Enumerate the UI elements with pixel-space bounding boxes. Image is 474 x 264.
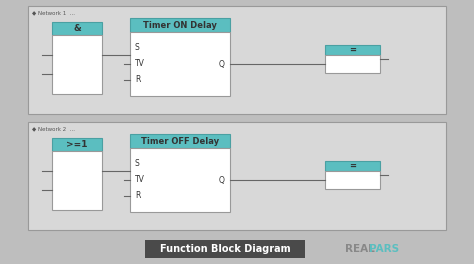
Bar: [130, 148, 230, 212]
Text: R: R: [135, 76, 140, 84]
Bar: [325, 55, 380, 73]
Text: S: S: [135, 159, 140, 168]
Text: REAL: REAL: [345, 244, 375, 254]
Text: ◆ Network 2  ...: ◆ Network 2 ...: [32, 126, 75, 131]
Bar: [28, 6, 446, 114]
Bar: [130, 18, 230, 32]
Text: =: =: [349, 162, 356, 171]
Text: Q: Q: [219, 59, 225, 68]
Bar: [52, 151, 102, 210]
Bar: [130, 32, 230, 96]
Text: S: S: [135, 44, 140, 53]
Text: >=1: >=1: [66, 140, 88, 149]
Bar: [325, 161, 380, 171]
Bar: [52, 35, 102, 94]
Bar: [52, 22, 102, 35]
Bar: [130, 134, 230, 148]
Text: Q: Q: [219, 176, 225, 185]
Text: =: =: [349, 45, 356, 54]
Bar: [325, 171, 380, 189]
Text: Timer ON Delay: Timer ON Delay: [143, 21, 217, 30]
Text: ◆ Network 1  ...: ◆ Network 1 ...: [32, 10, 75, 15]
Text: Function Block Diagram: Function Block Diagram: [160, 244, 290, 254]
Bar: [325, 45, 380, 55]
Text: TV: TV: [135, 59, 145, 68]
Bar: [145, 240, 305, 258]
Text: &: &: [73, 24, 81, 33]
Text: Timer OFF Delay: Timer OFF Delay: [141, 136, 219, 145]
Text: PARS: PARS: [369, 244, 399, 254]
Bar: [52, 138, 102, 151]
Text: R: R: [135, 191, 140, 200]
Text: TV: TV: [135, 176, 145, 185]
Bar: [28, 122, 446, 230]
